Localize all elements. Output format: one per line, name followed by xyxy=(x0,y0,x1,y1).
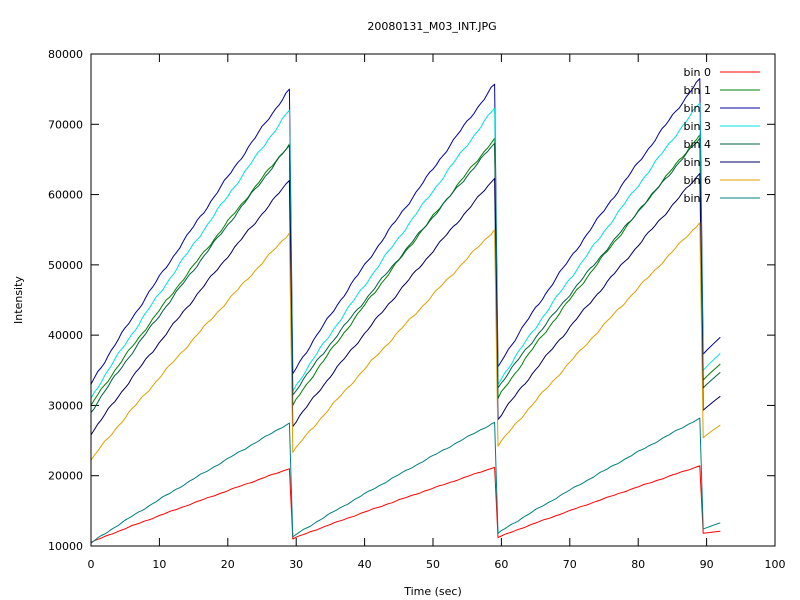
x-axis-label: Time (sec) xyxy=(403,585,462,598)
y-tick-label: 30000 xyxy=(48,399,83,412)
y-tick-label: 40000 xyxy=(48,329,83,342)
y-tick-label: 50000 xyxy=(48,259,83,272)
x-tick-label: 70 xyxy=(563,558,577,571)
y-tick-label: 60000 xyxy=(48,189,83,202)
legend-label: bin 7 xyxy=(683,192,711,205)
x-tick-label: 60 xyxy=(494,558,508,571)
legend-label: bin 4 xyxy=(683,138,711,151)
y-axis-label: Intensity xyxy=(12,276,25,324)
legend-label: bin 0 xyxy=(683,66,711,79)
series-line-bin-3 xyxy=(90,102,721,399)
x-tick-label: 40 xyxy=(358,558,372,571)
y-tick-label: 80000 xyxy=(48,48,83,61)
series-line-bin-4 xyxy=(90,137,721,413)
axis-ticks: 0 10 20 30 40 50 60 70 80 90 100 10000 20000 30000 400… xyxy=(48,48,786,571)
series-line-bin-1 xyxy=(90,134,721,406)
legend-label: bin 6 xyxy=(683,174,711,187)
plot-frame xyxy=(90,53,776,547)
series-line-bin-6 xyxy=(90,222,721,461)
series-line-bin-0 xyxy=(90,465,721,543)
y-tick-label: 10000 xyxy=(48,540,83,553)
series-line-bin-5 xyxy=(90,173,721,436)
legend-label: bin 1 xyxy=(683,84,711,97)
legend-label: bin 3 xyxy=(683,120,711,133)
x-tick-label: 10 xyxy=(152,558,166,571)
series-layer xyxy=(90,78,721,544)
y-tick-label: 70000 xyxy=(48,118,83,131)
x-tick-label: 50 xyxy=(426,558,440,571)
x-tick-label: 0 xyxy=(88,558,95,571)
legend-label: bin 2 xyxy=(683,102,711,115)
x-tick-label: 100 xyxy=(765,558,786,571)
series-line-bin-7 xyxy=(90,417,721,544)
x-tick-label: 20 xyxy=(221,558,235,571)
x-tick-label: 80 xyxy=(631,558,645,571)
x-tick-label: 90 xyxy=(700,558,714,571)
y-tick-label: 20000 xyxy=(48,470,83,483)
legend: bin 0 bin 1 bin 2 bin 3 bin 4 bin 5 bin 6 bin 7 xyxy=(683,66,760,205)
x-tick-label: 30 xyxy=(289,558,303,571)
series-line-bin-2 xyxy=(90,78,721,385)
legend-label: bin 5 xyxy=(683,156,711,169)
chart-title: 20080131_M03_INT.JPG xyxy=(367,20,496,33)
